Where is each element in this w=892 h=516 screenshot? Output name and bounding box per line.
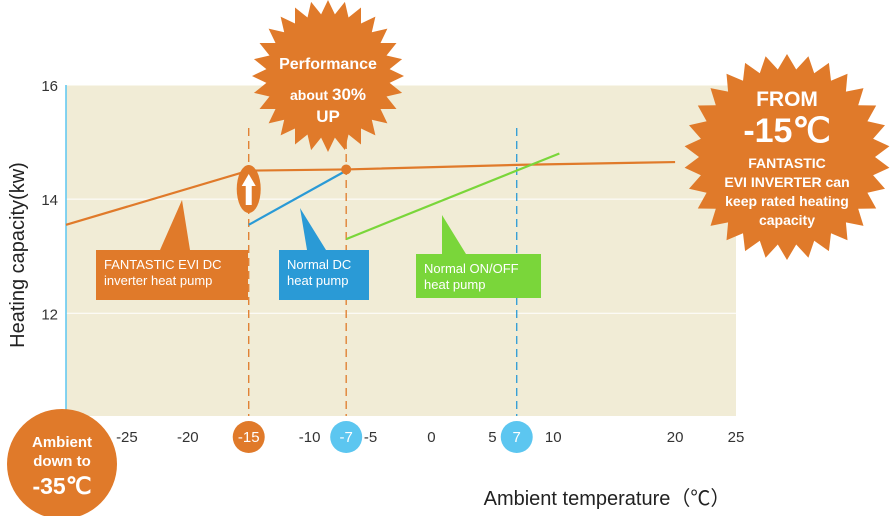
- x-tick-label: -20: [177, 429, 199, 446]
- callout-label: Normal DC: [287, 257, 351, 272]
- x-tick-labels: -25 -20 -15 -10 -7 -5 0 5 7 10 20 25: [116, 421, 744, 453]
- ambient-text: Ambient: [32, 434, 92, 451]
- performance-badge: Performance about 30% UP: [252, 0, 404, 152]
- y-tick-label: 16: [41, 78, 58, 95]
- ambient-temperature-text: -35℃: [32, 473, 91, 499]
- callout-label: Normal ON/OFF: [424, 261, 519, 276]
- from-description-text: EVI INVERTER can: [724, 174, 849, 190]
- callout-box: [279, 208, 369, 300]
- starburst-shape: [252, 0, 404, 152]
- x-tick-label: -7: [340, 429, 353, 446]
- series-line: [248, 169, 347, 226]
- x-tick-label: -10: [299, 429, 321, 446]
- series-line: [345, 152, 560, 241]
- x-axis-label: Ambient temperature（℃）: [484, 487, 731, 510]
- y-tick-label: 12: [41, 306, 58, 323]
- callout-box: [416, 215, 541, 298]
- callout-label: inverter heat pump: [104, 273, 212, 288]
- performance-text: UP: [316, 107, 340, 126]
- starburst-shape: [684, 54, 890, 260]
- callout-label: heat pump: [424, 277, 485, 292]
- x-tick-highlight: [330, 421, 363, 453]
- x-tick-label: 0: [427, 429, 435, 446]
- from-temperature-text: -15℃: [743, 112, 830, 150]
- y-tick-label: 14: [41, 192, 58, 209]
- callout-label: FANTASTIC EVI DC: [104, 257, 222, 272]
- performance-text: about 30%: [290, 85, 366, 104]
- from-description-text: FANTASTIC: [748, 155, 826, 171]
- up-arrow-glyph: [241, 174, 256, 205]
- y-tick-labels: 16 14 12: [41, 78, 58, 323]
- x-tick-highlight: [232, 421, 265, 453]
- data-point-marker: [341, 164, 352, 175]
- y-axis-label: Heating capacity(kw): [7, 162, 29, 348]
- ambient-text: down to: [33, 453, 90, 470]
- x-tick-label: 7: [513, 429, 521, 446]
- from-minus-15-badge: FROM-15℃ FANTASTIC EVI INVERTER can keep ra…: [684, 54, 890, 260]
- performance-text: Performance: [279, 56, 377, 73]
- x-tick-label: 5: [488, 429, 496, 446]
- callout-box: [96, 200, 248, 300]
- x-tick-label: -15: [238, 429, 260, 446]
- ambient-circle: [7, 409, 117, 516]
- x-tick-label: 10: [545, 429, 562, 446]
- x-tick-label: 20: [667, 429, 684, 446]
- from-text: FROM: [756, 88, 818, 111]
- from-description-text: capacity: [759, 212, 815, 228]
- x-tick-label: -25: [116, 429, 138, 446]
- callout-label: heat pump: [287, 273, 348, 288]
- grid-lines: [66, 84, 736, 314]
- x-tick-label: 25: [728, 429, 745, 446]
- up-arrow-icon: [236, 165, 261, 213]
- ambient-down-to-badge: Ambient down to -35℃: [7, 409, 117, 516]
- x-tick-highlight: [500, 421, 533, 453]
- x-tick-label: -5: [364, 429, 377, 446]
- from-description-text: keep rated heating: [725, 193, 849, 209]
